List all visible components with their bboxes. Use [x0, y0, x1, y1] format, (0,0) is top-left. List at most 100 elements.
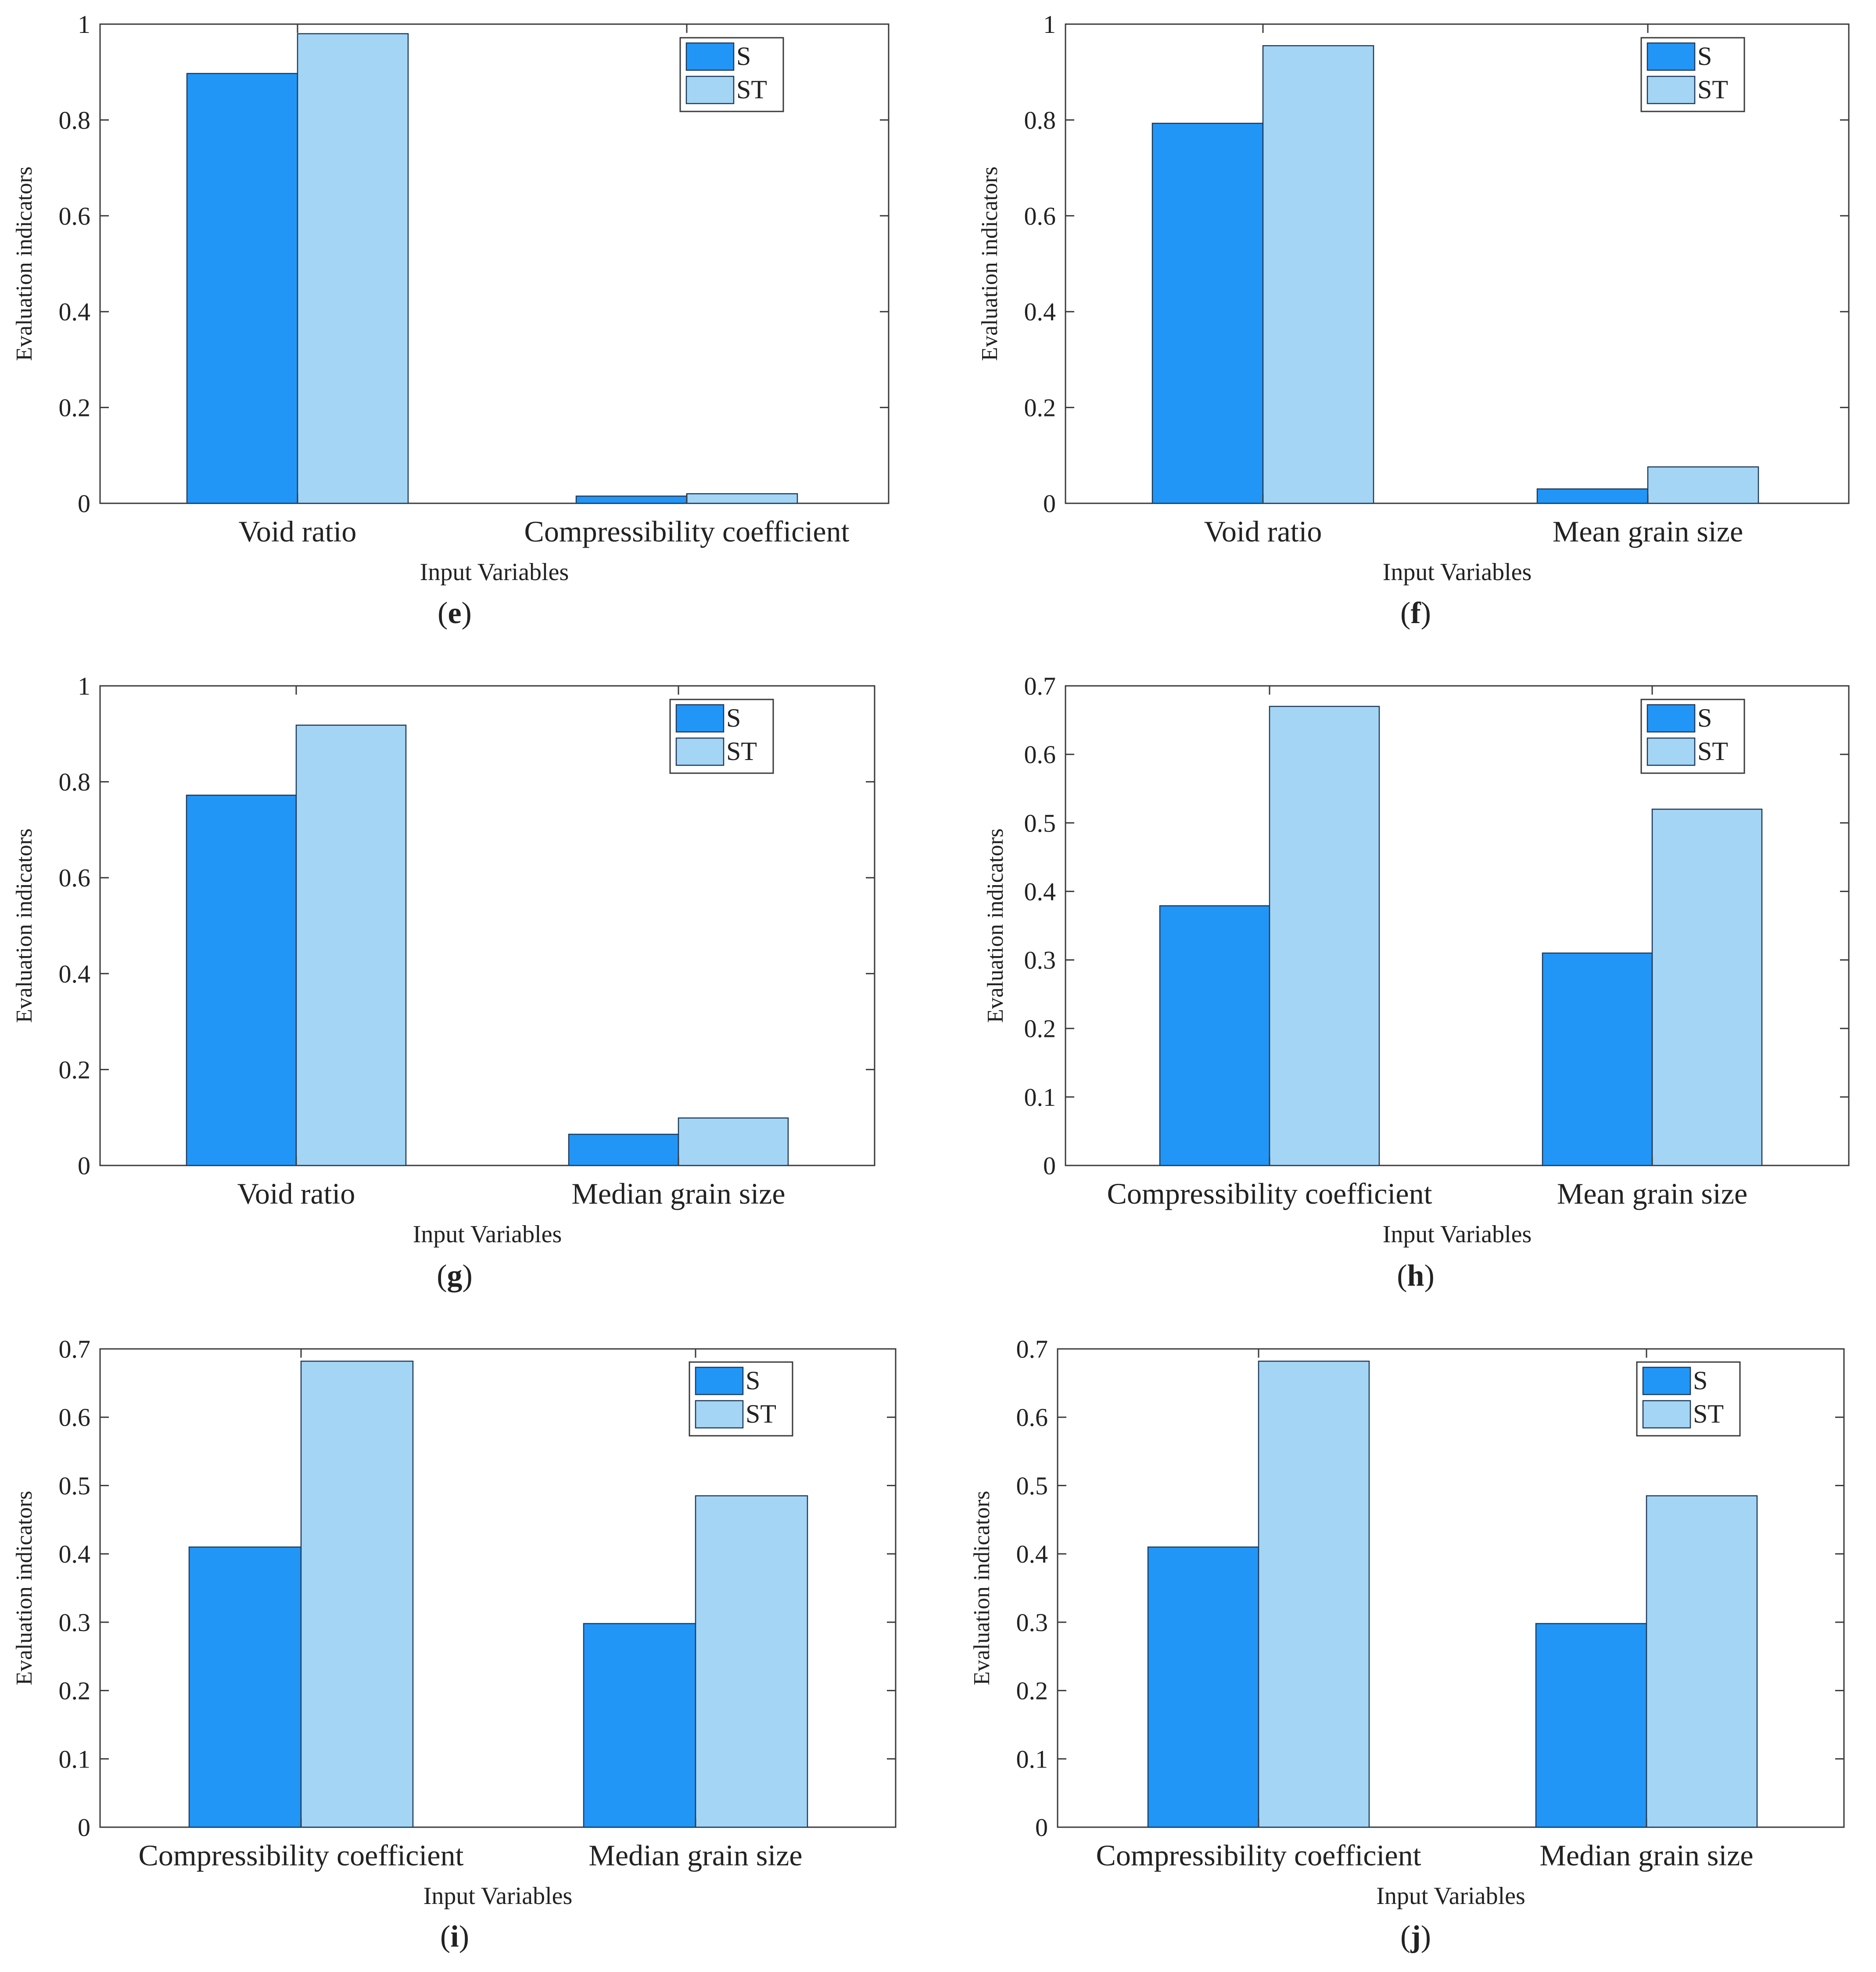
y-tick-label: 0.2 [59, 394, 91, 422]
legend-label-s: S [726, 703, 741, 732]
panel-label-open: ( [440, 1920, 450, 1954]
y-tick-label: 0.7 [1016, 1335, 1048, 1363]
panel-label-open: ( [1397, 1259, 1407, 1293]
bar-st-2 [686, 493, 798, 504]
chart-panel-e: 0 0.2 0.4 0.6 0.8 1 Void ratio Compressibility … [12, 10, 890, 630]
x-axis-title: Input Variables [423, 1882, 573, 1910]
panel-label-close: ) [462, 596, 472, 630]
bar-s-2 [583, 1623, 696, 1828]
y-axis-title: Evaluation indicators [977, 166, 1002, 361]
y-tick-label: 0.1 [1024, 1083, 1056, 1111]
bar-st-1 [295, 724, 407, 1166]
y-tick-label: 0.6 [59, 202, 91, 230]
x-axis-title: Input Variables [413, 1221, 562, 1248]
y-tick-label: 0.6 [1024, 740, 1056, 769]
legend-swatch-st [1642, 1400, 1691, 1429]
panel-label-close: ) [463, 1259, 473, 1293]
bar-st-2 [695, 1495, 808, 1828]
x-category-label: Mean grain size [1557, 1177, 1747, 1210]
chart-panel-j: 0 0.1 0.2 0.3 0.4 0.5 0.6 0.7 Compressibility co… [969, 1335, 1845, 1954]
legend-swatch-s [1646, 704, 1696, 733]
y-axis-title: Evaluation indicators [12, 166, 37, 361]
y-tick-label: 0.8 [1024, 106, 1056, 134]
y-tick-label: 0.5 [1024, 809, 1056, 837]
legend-swatch-s [675, 704, 725, 733]
legend: S ST [689, 1361, 793, 1437]
legend-label-st: ST [1697, 75, 1728, 104]
y-axis-title: Evaluation indicators [983, 828, 1008, 1023]
y-tick-label: 0.8 [59, 106, 91, 134]
chart-panel-f: 0 0.2 0.4 0.6 0.8 1 Void ratio Mean grain size I… [977, 10, 1850, 630]
bar-st-1 [297, 33, 409, 504]
chart-panel-i: 0 0.1 0.2 0.3 0.4 0.5 0.6 0.7 Compressibility co… [12, 1335, 897, 1954]
bar-st-1 [1262, 45, 1374, 504]
legend-label-s: S [1697, 703, 1712, 732]
panel-label: (i) [440, 1920, 469, 1954]
bar-s-1 [1159, 905, 1270, 1166]
bar-st-1 [300, 1360, 414, 1828]
y-tick-label: 0 [1043, 489, 1056, 518]
bar-st-1 [1258, 1360, 1370, 1828]
panel-label-close: ) [459, 1920, 469, 1954]
panel-label-letter: f [1410, 596, 1421, 630]
chart-panel-h: 0 0.1 0.2 0.3 0.4 0.5 0.6 0.7 Compressibility co… [983, 672, 1850, 1293]
bar-s-2 [568, 1133, 679, 1166]
legend-label-s: S [1693, 1366, 1707, 1395]
bar-s-2 [1536, 488, 1649, 504]
bar-s-2 [1542, 952, 1653, 1166]
legend-swatch-st [685, 75, 735, 104]
y-tick-label: 1 [78, 672, 90, 700]
y-tick-label: 0.2 [1024, 394, 1056, 422]
y-tick-label: 0.4 [59, 1540, 91, 1568]
x-category-label: Median grain size [588, 1839, 802, 1872]
y-tick-label: 0 [78, 1813, 90, 1842]
bar-st-2 [1647, 466, 1759, 504]
panel-label: (f) [1400, 596, 1431, 630]
y-tick-label: 0.7 [59, 1335, 91, 1363]
y-tick-label: 0.6 [59, 864, 91, 892]
legend-swatch-s [695, 1366, 744, 1395]
x-category-label: Median grain size [571, 1177, 785, 1210]
bar-s-1 [1151, 122, 1264, 504]
legend-label-st: ST [1697, 737, 1728, 766]
legend-swatch-st [1646, 737, 1696, 766]
y-tick-label: 1 [1043, 10, 1056, 39]
legend-swatch-s [685, 42, 735, 71]
y-tick-label: 0 [78, 1151, 90, 1180]
bar-s-1 [1147, 1546, 1259, 1828]
y-axis-title: Evaluation indicators [969, 1491, 994, 1685]
legend-swatch-st [695, 1400, 744, 1429]
y-tick-label: 0.7 [1024, 672, 1056, 700]
y-tick-label: 0.2 [1024, 1015, 1056, 1043]
panel-label-open: ( [437, 1259, 447, 1293]
legend-swatch-s [1646, 42, 1696, 71]
y-axis-title: Evaluation indicators [12, 1491, 37, 1685]
legend-label-st: ST [1693, 1399, 1724, 1428]
y-tick-label: 0.6 [1024, 202, 1056, 230]
legend-label-s: S [1697, 42, 1712, 71]
x-category-label: Void ratio [237, 1177, 355, 1210]
x-category-label: Compressibility coefficient [1107, 1177, 1432, 1210]
legend: S ST [669, 699, 774, 774]
x-category-label: Void ratio [239, 515, 357, 548]
bar-st-2 [1651, 808, 1763, 1166]
legend-swatch-st [1646, 75, 1696, 104]
y-axis-title: Evaluation indicators [12, 828, 37, 1023]
x-category-label: Void ratio [1204, 515, 1322, 548]
panel-label-close: ) [1421, 1920, 1431, 1954]
x-category-label: Compressibility coefficient [524, 515, 850, 548]
y-tick-label: 0.3 [1024, 946, 1056, 975]
panel-label-open: ( [1400, 596, 1410, 630]
y-tick-label: 0.4 [59, 960, 91, 988]
legend: S ST [1640, 37, 1745, 112]
legend-label-s: S [736, 42, 751, 71]
bar-s-1 [186, 73, 298, 504]
legend-swatch-s [1642, 1366, 1691, 1395]
legend-label-st: ST [746, 1399, 776, 1428]
y-tick-label: 0.5 [1016, 1471, 1048, 1500]
legend-label-st: ST [736, 75, 767, 104]
bar-s-2 [575, 495, 688, 504]
panel-label-open: ( [438, 596, 448, 630]
y-tick-label: 1 [78, 10, 90, 39]
x-category-label: Compressibility coefficient [1096, 1839, 1421, 1872]
